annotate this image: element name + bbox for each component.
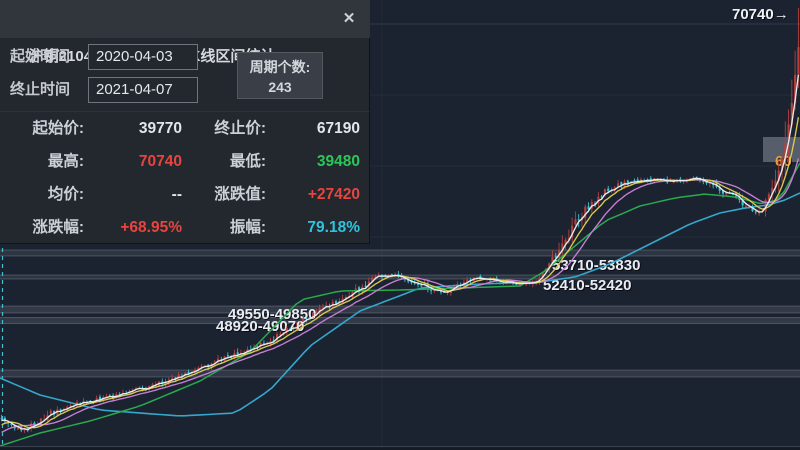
- svg-text:70740→: 70740→: [733, 7, 790, 24]
- gap-range-label: 52410-52420: [543, 277, 631, 294]
- stat-value: 39770: [138, 120, 182, 137]
- stat-label: 最高:: [47, 153, 84, 170]
- ma-green: [0, 162, 800, 447]
- close-icon[interactable]: ✕: [342, 10, 356, 27]
- period-count-label: 周期个数:: [249, 58, 311, 75]
- range-stats-dialog: 沪铜2104 cu2104 期指K线区间统计 ✕ 起始时间 2020-04-03…: [0, 0, 370, 244]
- stat-value: 67190: [316, 120, 360, 137]
- stat-label: 最低:: [229, 153, 266, 170]
- start-time-label: 起始时间: [10, 48, 71, 65]
- ma-slow-cyan: [0, 192, 800, 417]
- svg-text:48920-49070: 48920-49070: [217, 319, 305, 336]
- end-time-label: 终止时间: [10, 81, 71, 98]
- stat-label: 振幅:: [229, 219, 266, 236]
- svg-text:52410-52420: 52410-52420: [544, 278, 632, 295]
- gap-bands: [0, 249, 800, 378]
- section-divider: [0, 111, 370, 112]
- high-price-label: 70740→70740→: [732, 6, 790, 24]
- stat-value: +27420: [307, 186, 360, 203]
- stat-value: 79.18%: [307, 219, 360, 236]
- stat-value: --: [171, 186, 182, 203]
- stat-label: 涨跌幅:: [32, 219, 84, 236]
- stat-label: 起始价:: [32, 120, 84, 137]
- high-price-text: 70740→: [732, 6, 789, 23]
- dialog-titlebar[interactable]: 沪铜2104 cu2104 期指K线区间统计: [0, 0, 370, 65]
- gap-range-label: 53710-53830: [552, 257, 640, 274]
- gap-range-label: 49550-49850: [228, 306, 316, 323]
- stat-label: 终止价:: [214, 120, 266, 137]
- start-time-input[interactable]: 2020-04-03: [88, 44, 198, 70]
- stat-label: 均价:: [47, 186, 84, 203]
- period-count-box: 周期个数: 243: [237, 52, 323, 99]
- ma-fast-white: [1, 74, 800, 431]
- svg-text:53710-53830: 53710-53830: [553, 258, 641, 275]
- ma-lines-layer: [0, 74, 800, 447]
- end-time-input[interactable]: 2021-04-07: [88, 77, 198, 103]
- stat-value: 70740: [138, 153, 182, 170]
- gap-range-label: 48920-49070: [216, 318, 304, 335]
- stat-value: +68.95%: [120, 219, 182, 236]
- period-count-value: 243: [268, 78, 292, 95]
- stat-label: 涨跌值:: [214, 186, 266, 203]
- stat-value: 39480: [316, 153, 360, 170]
- svg-text:49550-49850: 49550-49850: [229, 307, 317, 324]
